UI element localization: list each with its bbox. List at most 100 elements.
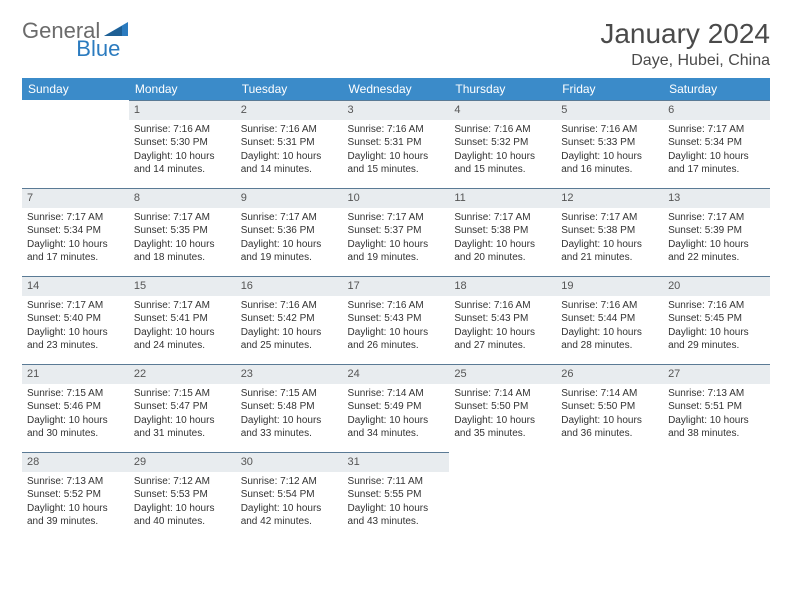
sunset-line: Sunset: 5:43 PM (454, 312, 551, 326)
sunrise-line: Sunrise: 7:15 AM (134, 387, 231, 401)
sunset-line: Sunset: 5:31 PM (348, 136, 445, 150)
day-number: 14 (22, 276, 129, 296)
calendar-day-cell: 31Sunrise: 7:11 AMSunset: 5:55 PMDayligh… (343, 452, 450, 540)
daylight-line: Daylight: 10 hours and 33 minutes. (241, 414, 338, 441)
calendar-day-cell: 24Sunrise: 7:14 AMSunset: 5:49 PMDayligh… (343, 364, 450, 452)
calendar-day-cell (663, 452, 770, 540)
sunrise-line: Sunrise: 7:14 AM (561, 387, 658, 401)
day-number: 10 (343, 188, 450, 208)
calendar-day-cell: 16Sunrise: 7:16 AMSunset: 5:42 PMDayligh… (236, 276, 343, 364)
day-body: Sunrise: 7:17 AMSunset: 5:39 PMDaylight:… (663, 208, 770, 269)
daylight-line: Daylight: 10 hours and 23 minutes. (27, 326, 124, 353)
calendar-header-row: SundayMondayTuesdayWednesdayThursdayFrid… (22, 78, 770, 100)
day-body: Sunrise: 7:16 AMSunset: 5:32 PMDaylight:… (449, 120, 556, 181)
daylight-line: Daylight: 10 hours and 28 minutes. (561, 326, 658, 353)
sunrise-line: Sunrise: 7:17 AM (454, 211, 551, 225)
sunrise-line: Sunrise: 7:16 AM (454, 123, 551, 137)
weekday-header: Tuesday (236, 78, 343, 100)
sunset-line: Sunset: 5:51 PM (668, 400, 765, 414)
day-number: 18 (449, 276, 556, 296)
day-body: Sunrise: 7:17 AMSunset: 5:37 PMDaylight:… (343, 208, 450, 269)
calendar-day-cell: 9Sunrise: 7:17 AMSunset: 5:36 PMDaylight… (236, 188, 343, 276)
sunset-line: Sunset: 5:36 PM (241, 224, 338, 238)
day-body: Sunrise: 7:16 AMSunset: 5:44 PMDaylight:… (556, 296, 663, 357)
day-number: 12 (556, 188, 663, 208)
sunrise-line: Sunrise: 7:16 AM (668, 299, 765, 313)
sunrise-line: Sunrise: 7:17 AM (134, 299, 231, 313)
day-body: Sunrise: 7:16 AMSunset: 5:31 PMDaylight:… (236, 120, 343, 181)
calendar-day-cell: 27Sunrise: 7:13 AMSunset: 5:51 PMDayligh… (663, 364, 770, 452)
day-body: Sunrise: 7:14 AMSunset: 5:50 PMDaylight:… (556, 384, 663, 445)
weekday-header: Monday (129, 78, 236, 100)
calendar-day-cell: 25Sunrise: 7:14 AMSunset: 5:50 PMDayligh… (449, 364, 556, 452)
day-number: 16 (236, 276, 343, 296)
day-body: Sunrise: 7:14 AMSunset: 5:50 PMDaylight:… (449, 384, 556, 445)
daylight-line: Daylight: 10 hours and 24 minutes. (134, 326, 231, 353)
calendar-week-row: 21Sunrise: 7:15 AMSunset: 5:46 PMDayligh… (22, 364, 770, 452)
day-number: 8 (129, 188, 236, 208)
sunrise-line: Sunrise: 7:16 AM (241, 123, 338, 137)
sunrise-line: Sunrise: 7:16 AM (348, 123, 445, 137)
calendar-day-cell: 26Sunrise: 7:14 AMSunset: 5:50 PMDayligh… (556, 364, 663, 452)
calendar-day-cell: 4Sunrise: 7:16 AMSunset: 5:32 PMDaylight… (449, 100, 556, 188)
day-body: Sunrise: 7:14 AMSunset: 5:49 PMDaylight:… (343, 384, 450, 445)
daylight-line: Daylight: 10 hours and 15 minutes. (454, 150, 551, 177)
calendar-day-cell: 11Sunrise: 7:17 AMSunset: 5:38 PMDayligh… (449, 188, 556, 276)
sunset-line: Sunset: 5:34 PM (668, 136, 765, 150)
day-number: 7 (22, 188, 129, 208)
daylight-line: Daylight: 10 hours and 42 minutes. (241, 502, 338, 529)
weekday-header: Thursday (449, 78, 556, 100)
daylight-line: Daylight: 10 hours and 14 minutes. (241, 150, 338, 177)
day-body: Sunrise: 7:16 AMSunset: 5:43 PMDaylight:… (449, 296, 556, 357)
sunset-line: Sunset: 5:38 PM (454, 224, 551, 238)
daylight-line: Daylight: 10 hours and 26 minutes. (348, 326, 445, 353)
sunset-line: Sunset: 5:40 PM (27, 312, 124, 326)
sunrise-line: Sunrise: 7:16 AM (134, 123, 231, 137)
daylight-line: Daylight: 10 hours and 29 minutes. (668, 326, 765, 353)
sunrise-line: Sunrise: 7:17 AM (668, 211, 765, 225)
day-body: Sunrise: 7:17 AMSunset: 5:34 PMDaylight:… (22, 208, 129, 269)
sunset-line: Sunset: 5:50 PM (454, 400, 551, 414)
day-number: 24 (343, 364, 450, 384)
month-title: January 2024 (600, 18, 770, 50)
title-block: January 2024 Daye, Hubei, China (600, 18, 770, 70)
sunrise-line: Sunrise: 7:14 AM (454, 387, 551, 401)
calendar-day-cell: 1Sunrise: 7:16 AMSunset: 5:30 PMDaylight… (129, 100, 236, 188)
calendar-day-cell: 15Sunrise: 7:17 AMSunset: 5:41 PMDayligh… (129, 276, 236, 364)
calendar-day-cell (449, 452, 556, 540)
day-number: 30 (236, 452, 343, 472)
sunset-line: Sunset: 5:38 PM (561, 224, 658, 238)
day-number: 29 (129, 452, 236, 472)
daylight-line: Daylight: 10 hours and 27 minutes. (454, 326, 551, 353)
sunset-line: Sunset: 5:39 PM (668, 224, 765, 238)
sunrise-line: Sunrise: 7:15 AM (241, 387, 338, 401)
sunset-line: Sunset: 5:34 PM (27, 224, 124, 238)
sunrise-line: Sunrise: 7:17 AM (27, 211, 124, 225)
daylight-line: Daylight: 10 hours and 21 minutes. (561, 238, 658, 265)
sunrise-line: Sunrise: 7:13 AM (668, 387, 765, 401)
day-number: 6 (663, 100, 770, 120)
sunrise-line: Sunrise: 7:16 AM (241, 299, 338, 313)
daylight-line: Daylight: 10 hours and 17 minutes. (27, 238, 124, 265)
weekday-header: Wednesday (343, 78, 450, 100)
daylight-line: Daylight: 10 hours and 38 minutes. (668, 414, 765, 441)
calendar-day-cell: 8Sunrise: 7:17 AMSunset: 5:35 PMDaylight… (129, 188, 236, 276)
day-number: 11 (449, 188, 556, 208)
calendar-day-cell: 29Sunrise: 7:12 AMSunset: 5:53 PMDayligh… (129, 452, 236, 540)
logo: General Blue (22, 18, 178, 44)
day-body: Sunrise: 7:16 AMSunset: 5:30 PMDaylight:… (129, 120, 236, 181)
day-number: 31 (343, 452, 450, 472)
daylight-line: Daylight: 10 hours and 35 minutes. (454, 414, 551, 441)
calendar-week-row: 14Sunrise: 7:17 AMSunset: 5:40 PMDayligh… (22, 276, 770, 364)
sunset-line: Sunset: 5:50 PM (561, 400, 658, 414)
calendar-day-cell: 21Sunrise: 7:15 AMSunset: 5:46 PMDayligh… (22, 364, 129, 452)
calendar-week-row: 1Sunrise: 7:16 AMSunset: 5:30 PMDaylight… (22, 100, 770, 188)
day-number: 19 (556, 276, 663, 296)
daylight-line: Daylight: 10 hours and 18 minutes. (134, 238, 231, 265)
sunset-line: Sunset: 5:33 PM (561, 136, 658, 150)
day-body: Sunrise: 7:17 AMSunset: 5:36 PMDaylight:… (236, 208, 343, 269)
daylight-line: Daylight: 10 hours and 19 minutes. (348, 238, 445, 265)
calendar-day-cell: 13Sunrise: 7:17 AMSunset: 5:39 PMDayligh… (663, 188, 770, 276)
day-number: 26 (556, 364, 663, 384)
calendar-day-cell: 28Sunrise: 7:13 AMSunset: 5:52 PMDayligh… (22, 452, 129, 540)
